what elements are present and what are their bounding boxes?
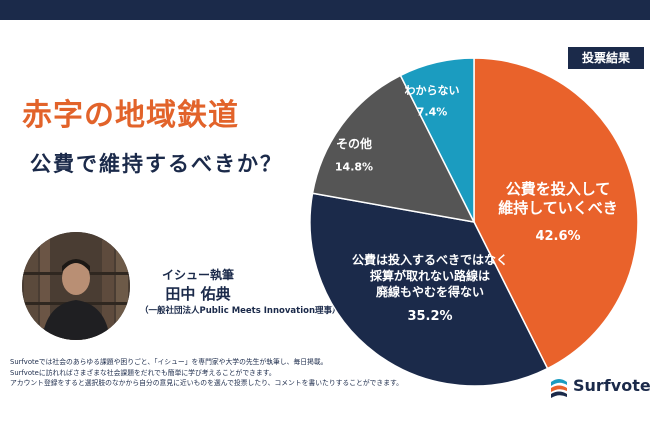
- sub-title: 公費で維持するべきか？: [30, 152, 283, 176]
- slice-value-label: 14.8%: [335, 161, 373, 174]
- main-title: 赤字の地域鉄道: [22, 98, 239, 133]
- footer-line: Surfvoteでは社会のあらゆる課題や困りごと、「イシュー」を専門家や大学の先…: [10, 358, 328, 366]
- author-name: 田中 佑典: [165, 285, 231, 303]
- footer-line: Surfvoteに訪れればさまざまな社会課題をだれでも簡単に学び考えることができ…: [10, 368, 276, 377]
- vote-results-badge: 投票結果: [568, 47, 644, 69]
- slice-label-group: その他 14.8%: [335, 136, 373, 174]
- author-role-label: イシュー執筆: [161, 268, 234, 282]
- footer-text: Surfvoteでは社会のあらゆる課題や困りごと、「イシュー」を専門家や大学の先…: [10, 357, 530, 389]
- surfvote-logo-icon: [551, 379, 567, 398]
- slice-label: 採算が取れない路線は: [370, 268, 490, 283]
- slice-label: その他: [336, 136, 372, 151]
- slice-label: 維持していくべき: [498, 199, 618, 217]
- pie-slice: [311, 74, 476, 224]
- slice-value-label: 35.2%: [407, 309, 452, 324]
- pie-slice: [399, 57, 475, 223]
- author-photo-image: [22, 232, 130, 340]
- slice-value-label: 42.6%: [535, 229, 580, 244]
- author-affiliation: （一般社団法人Public Meets Innovation理事）: [140, 306, 341, 316]
- footer-line: アカウント登録をすると選択肢のなかから自分の意見に近いものを選んで投票したり、コ…: [10, 379, 403, 387]
- slice-label-group: わからない 7.4%: [405, 84, 460, 119]
- top-bar: [0, 0, 650, 20]
- slice-label: 廃線もやむを得ない: [376, 284, 484, 299]
- surfvote-logo-text: Surfvote: [573, 376, 650, 395]
- author-photo: [22, 232, 130, 340]
- slice-label: わからない: [405, 84, 460, 97]
- slice-value-label: 7.4%: [417, 106, 448, 119]
- surfvote-logo: Surfvote: [548, 374, 650, 400]
- slice-label: 公費を投入して: [506, 180, 611, 198]
- pie-slice: [473, 57, 639, 370]
- slice-label: 公費は投入するべきではなく: [352, 252, 508, 267]
- pie-slice: [309, 192, 549, 387]
